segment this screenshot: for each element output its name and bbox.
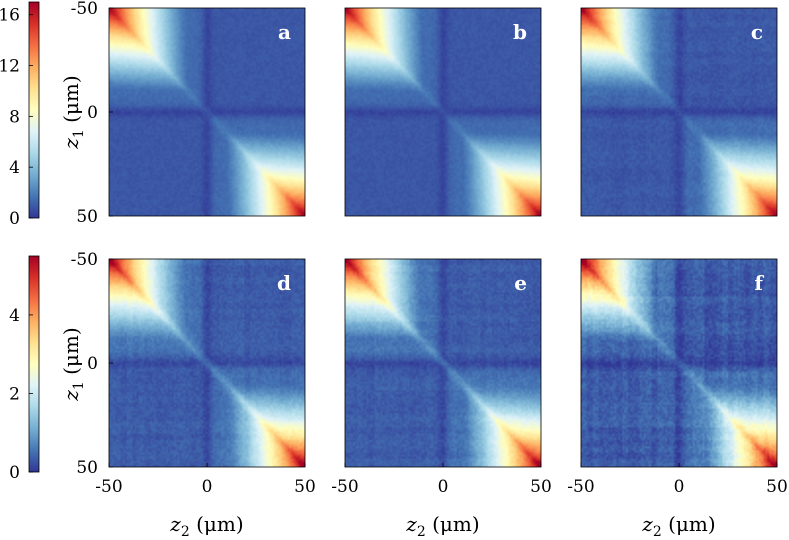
colorbar-bottom: 0 2 4 xyxy=(9,255,40,483)
heatmap-panel-e: e -50 0 50 xyxy=(331,258,552,497)
heatmap-panel-a: a -50 0 50 xyxy=(71,0,306,227)
heatmap-panel-c: c xyxy=(580,7,778,217)
x-axis-label: z2 (μm) xyxy=(405,512,479,540)
colorbar-tick-label: 16 xyxy=(0,6,20,26)
colorbar-top-bar xyxy=(28,1,40,219)
colorbar-tick-label: 8 xyxy=(9,107,20,127)
heatmap-image-d xyxy=(109,259,305,467)
y-axis-label-top: z1 (μm) xyxy=(59,75,87,149)
x-tick-label: -50 xyxy=(567,477,594,497)
svg-text:z1 (μm): z1 (μm) xyxy=(59,75,87,149)
panel-label: c xyxy=(751,20,763,44)
y-tick-label: 50 xyxy=(76,458,98,478)
colorbar-tick-label: 0 xyxy=(9,463,20,483)
colorbar-top: 0 4 8 12 16 xyxy=(0,1,40,229)
y-tick-label: -50 xyxy=(71,0,98,19)
y-tick-label: 0 xyxy=(87,354,98,374)
colorbar-bottom-bar xyxy=(28,255,40,473)
x-tick-label: 50 xyxy=(766,477,788,497)
colorbar-tick-label: 4 xyxy=(9,306,20,326)
panel-label: e xyxy=(514,271,527,295)
heatmap-image-f xyxy=(581,259,777,467)
panel-label: d xyxy=(277,271,291,295)
x-axis-label: z2 (μm) xyxy=(641,512,715,540)
x-tick-label: 50 xyxy=(294,477,316,497)
heatmap-image-c xyxy=(581,8,777,216)
y-tick-label: -50 xyxy=(71,250,98,270)
colorbar-tick-label: 4 xyxy=(9,158,20,178)
colorbar-tick-label: 12 xyxy=(0,57,20,77)
panel-label: b xyxy=(513,20,527,44)
heatmap-panel-f: f -50 0 50 xyxy=(567,258,788,497)
x-tick-label: 0 xyxy=(674,477,685,497)
panel-label: f xyxy=(754,271,764,295)
y-tick-label: 50 xyxy=(76,207,98,227)
heatmap-image-e xyxy=(345,259,541,467)
y-tick-label: 0 xyxy=(87,103,98,123)
heatmap-panel-b: b xyxy=(344,7,542,217)
panel-label: a xyxy=(278,20,291,44)
heatmap-image-b xyxy=(345,8,541,216)
x-tick-label: -50 xyxy=(331,477,358,497)
y-axis-label-bottom: z1 (μm) xyxy=(59,327,87,401)
x-tick-label: 0 xyxy=(202,477,213,497)
panel-frame xyxy=(344,7,542,217)
x-axis-label: z2 (μm) xyxy=(169,512,243,540)
svg-text:z1 (μm): z1 (μm) xyxy=(59,327,87,401)
panel-frame xyxy=(580,7,778,217)
heatmap-image-a xyxy=(109,8,305,216)
x-tick-label: 0 xyxy=(438,477,449,497)
x-tick-label: -50 xyxy=(95,477,122,497)
x-tick-label: 50 xyxy=(530,477,552,497)
colorbar-tick-label: 2 xyxy=(9,384,20,404)
colorbar-tick-label: 0 xyxy=(9,209,20,229)
